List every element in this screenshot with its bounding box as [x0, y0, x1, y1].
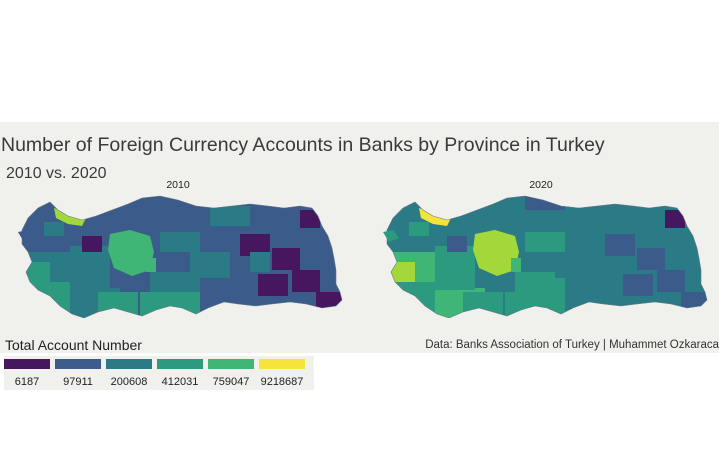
legend-swatch-4 — [157, 359, 203, 369]
legend-label-3: 200608 — [110, 376, 148, 388]
legend-swatch-6 — [259, 359, 305, 369]
map-2020 — [383, 195, 708, 318]
legend-swatch-5 — [208, 359, 254, 369]
legend-label-6: 9218687 — [260, 376, 304, 388]
legend-swatch-2 — [55, 359, 101, 369]
map-title: Number of Foreign Currency Accounts in B… — [1, 134, 605, 156]
map-2010 — [18, 195, 343, 318]
legend-label-5: 759047 — [212, 376, 250, 388]
legend-label-2: 97911 — [63, 376, 93, 388]
facet-label-2020: 2020 — [529, 179, 553, 191]
color-legend: 6187 97911 200608 412031 759047 9218687 — [4, 356, 314, 390]
legend-title: Total Account Number — [5, 337, 142, 353]
map-subtitle: 2010 vs. 2020 — [6, 165, 107, 182]
legend-label-4: 412031 — [161, 376, 199, 388]
legend-swatch-3 — [106, 359, 152, 369]
legend-label-1: 6187 — [14, 376, 40, 388]
data-source-caption: Data: Banks Association of Turkey | Muha… — [425, 339, 719, 351]
legend-swatch-1 — [4, 359, 50, 369]
facet-label-2010: 2010 — [166, 179, 190, 191]
